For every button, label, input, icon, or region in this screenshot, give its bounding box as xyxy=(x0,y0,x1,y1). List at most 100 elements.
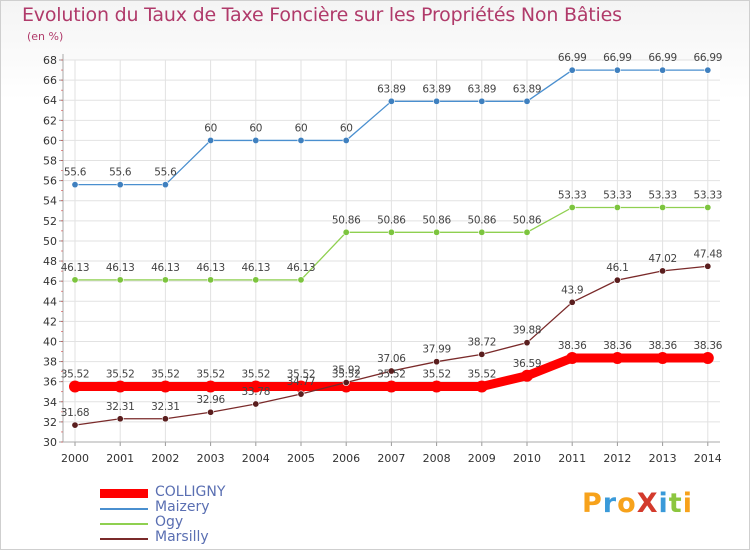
data-label-maizery: 55.6 xyxy=(64,167,87,179)
data-label-marsilly: 35.92 xyxy=(332,364,361,376)
data-label-ogy: 50.86 xyxy=(377,214,406,226)
data-point-ogy xyxy=(71,276,79,284)
data-point-maizery xyxy=(659,66,667,74)
data-point-maizery xyxy=(252,136,260,144)
data-point-maizery xyxy=(71,181,79,189)
data-label-marsilly: 46.1 xyxy=(606,262,628,274)
data-label-maizery: 60 xyxy=(249,122,262,134)
data-point-colligny xyxy=(69,380,81,393)
x-tick-label: 2014 xyxy=(694,452,722,465)
y-tick-label: 32 xyxy=(43,416,57,429)
x-tick-label: 2005 xyxy=(287,452,315,465)
y-tick-label: 34 xyxy=(43,396,57,409)
data-point-maizery xyxy=(704,66,712,74)
data-label-marsilly: 47.02 xyxy=(648,253,677,265)
x-tick-label: 2008 xyxy=(423,452,451,465)
data-label-ogy: 46.13 xyxy=(106,262,135,274)
data-label-marsilly: 43.9 xyxy=(561,284,583,296)
data-point-marsilly xyxy=(342,378,350,386)
data-point-maizery xyxy=(161,181,169,189)
x-tick-label: 2013 xyxy=(649,452,677,465)
data-label-ogy: 50.86 xyxy=(422,214,451,226)
x-tick-label: 2012 xyxy=(603,452,631,465)
data-label-ogy: 53.33 xyxy=(694,189,723,201)
data-point-marsilly xyxy=(116,415,124,423)
data-label-colligny: 35.52 xyxy=(422,369,451,381)
y-tick-label: 52 xyxy=(43,215,57,228)
data-label-ogy: 46.13 xyxy=(196,262,225,274)
x-tick-label: 2006 xyxy=(332,452,360,465)
data-label-colligny: 38.36 xyxy=(603,340,632,352)
data-label-colligny: 35.52 xyxy=(287,369,316,381)
data-point-colligny xyxy=(114,380,127,393)
data-label-marsilly: 32.31 xyxy=(151,401,180,413)
data-label-maizery: 63.89 xyxy=(422,83,451,95)
x-tick-label: 2007 xyxy=(377,452,405,465)
data-point-marsilly xyxy=(387,367,395,375)
data-label-marsilly: 32.96 xyxy=(196,394,225,406)
data-label-maizery: 66.99 xyxy=(603,52,632,64)
data-label-ogy: 53.33 xyxy=(648,189,677,201)
data-point-marsilly xyxy=(71,421,79,429)
y-tick-label: 48 xyxy=(43,255,57,268)
x-tick-label: 2000 xyxy=(61,452,89,465)
data-label-ogy: 46.13 xyxy=(242,262,271,274)
data-label-ogy: 46.13 xyxy=(287,262,316,274)
data-label-colligny: 35.52 xyxy=(242,369,271,381)
data-label-colligny: 35.52 xyxy=(151,369,180,381)
data-point-colligny xyxy=(159,380,172,393)
y-tick-label: 30 xyxy=(43,436,57,449)
data-label-colligny: 35.52 xyxy=(332,369,361,381)
data-point-colligny xyxy=(249,380,262,393)
data-label-marsilly: 39.88 xyxy=(513,325,542,337)
legend-swatch-marsilly xyxy=(100,538,148,540)
data-point-ogy xyxy=(161,276,169,284)
data-label-maizery: 63.89 xyxy=(468,83,497,95)
data-label-marsilly: 34.77 xyxy=(287,376,316,388)
data-label-colligny: 38.36 xyxy=(648,340,677,352)
data-point-marsilly xyxy=(568,298,576,306)
y-tick-label: 54 xyxy=(43,195,57,208)
data-point-marsilly xyxy=(613,276,621,284)
data-label-ogy: 50.86 xyxy=(513,214,542,226)
data-point-marsilly xyxy=(523,339,531,347)
y-tick-label: 64 xyxy=(43,94,57,107)
data-label-maizery: 66.99 xyxy=(558,52,587,64)
y-tick-label: 66 xyxy=(43,74,57,87)
data-point-ogy xyxy=(433,228,441,236)
data-label-maizery: 55.6 xyxy=(109,167,132,179)
data-point-ogy xyxy=(252,276,260,284)
data-point-marsilly xyxy=(207,408,215,416)
data-label-marsilly: 31.68 xyxy=(61,407,90,419)
y-tick-label: 58 xyxy=(43,155,57,168)
data-label-maizery: 60 xyxy=(204,122,217,134)
legend-label-ogy: Ogy xyxy=(155,514,184,530)
y-tick-label: 56 xyxy=(43,175,57,188)
data-label-ogy: 53.33 xyxy=(558,189,587,201)
y-tick-label: 60 xyxy=(43,134,57,147)
data-point-colligny xyxy=(475,380,488,393)
data-point-colligny xyxy=(566,351,579,364)
data-label-marsilly: 33.78 xyxy=(242,386,271,398)
data-point-colligny xyxy=(611,351,624,364)
y-tick-label: 68 xyxy=(43,54,57,67)
data-label-colligny: 38.36 xyxy=(558,340,587,352)
data-point-ogy xyxy=(116,276,124,284)
y-tick-label: 40 xyxy=(43,335,57,348)
data-point-maizery xyxy=(297,136,305,144)
data-point-colligny xyxy=(204,380,217,393)
y-tick-label: 38 xyxy=(43,356,57,369)
x-tick-label: 2004 xyxy=(242,452,270,465)
data-point-colligny xyxy=(656,351,669,364)
data-point-ogy xyxy=(659,203,667,211)
x-tick-label: 2002 xyxy=(151,452,179,465)
data-point-ogy xyxy=(523,228,531,236)
data-point-ogy xyxy=(704,203,712,211)
legend-swatch-ogy xyxy=(100,523,148,525)
data-point-ogy xyxy=(387,228,395,236)
logo-letter: P xyxy=(582,488,603,519)
data-point-marsilly xyxy=(161,415,169,423)
data-point-maizery xyxy=(207,136,215,144)
x-tick-label: 2001 xyxy=(106,452,134,465)
